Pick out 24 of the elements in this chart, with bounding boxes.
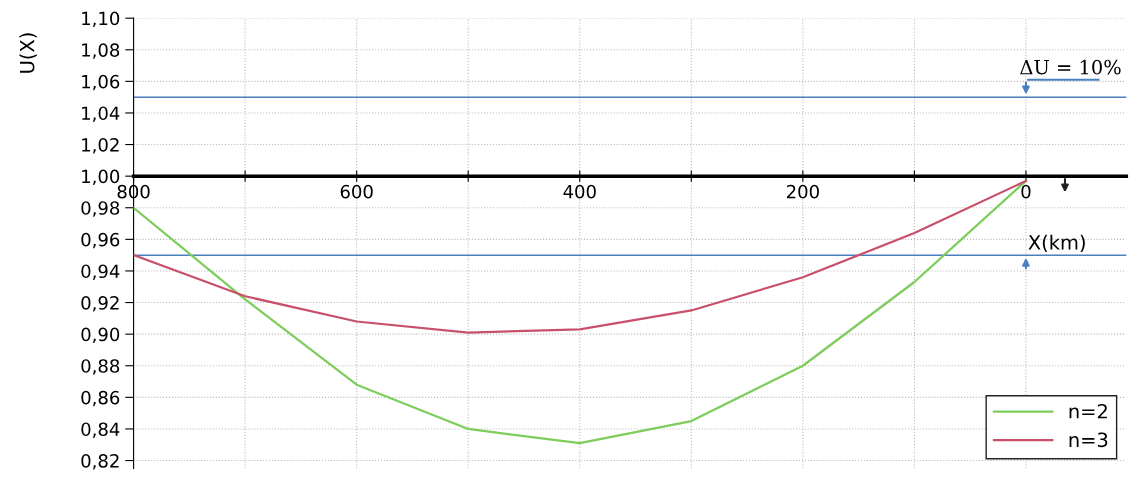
y-tick-label: 0,96 [81, 232, 120, 249]
x-tick-label: 400 [563, 184, 596, 199]
y-tick-label: 0,92 [81, 296, 119, 312]
y-tick-label: 1,04 [82, 106, 120, 122]
annotation: ΔU = 10% [1020, 59, 1121, 75]
y-tick-label: 1,10 [82, 11, 120, 28]
y-tick-label: 0,94 [81, 264, 120, 280]
x-axis-title: X(km) [1028, 234, 1085, 253]
y-tick-label: 0,98 [81, 201, 120, 217]
y-tick-label: 1,06 [82, 74, 120, 91]
legend-label: n=3 [1069, 432, 1108, 448]
y-tick-label: 0,84 [81, 422, 120, 438]
y-tick-label: 0,90 [81, 327, 120, 344]
x-tick-label: 200 [786, 184, 819, 199]
y-tick-label: 0,88 [81, 359, 120, 375]
y-tick-label: 1,02 [82, 138, 119, 154]
legend-label: n=2 [1069, 403, 1107, 419]
y-tick-label: 0,82 [81, 454, 119, 470]
y-axis-title: U(X) [19, 33, 37, 73]
y-tick-label: 1,08 [82, 43, 120, 59]
x-tick-label: 600 [340, 184, 373, 199]
y-tick-label: 0,86 [81, 390, 120, 407]
y-tick-label: 1,00 [82, 169, 120, 186]
x-tick-label: 0 [1021, 184, 1031, 199]
